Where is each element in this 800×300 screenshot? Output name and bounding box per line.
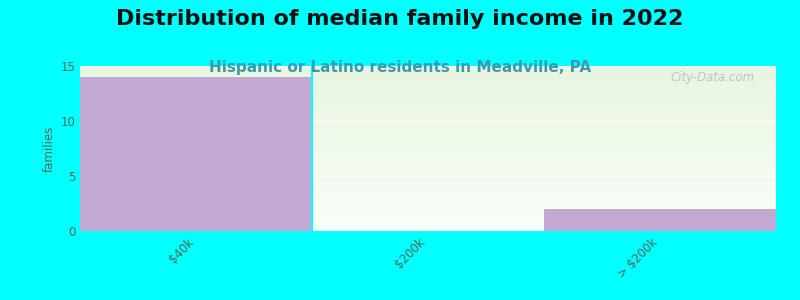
- Text: Hispanic or Latino residents in Meadville, PA: Hispanic or Latino residents in Meadvill…: [209, 60, 591, 75]
- Y-axis label: families: families: [43, 125, 56, 172]
- Text: Distribution of median family income in 2022: Distribution of median family income in …: [116, 9, 684, 29]
- Bar: [80, 77, 312, 231]
- Bar: [544, 209, 776, 231]
- Text: City-Data.com: City-Data.com: [671, 71, 755, 84]
